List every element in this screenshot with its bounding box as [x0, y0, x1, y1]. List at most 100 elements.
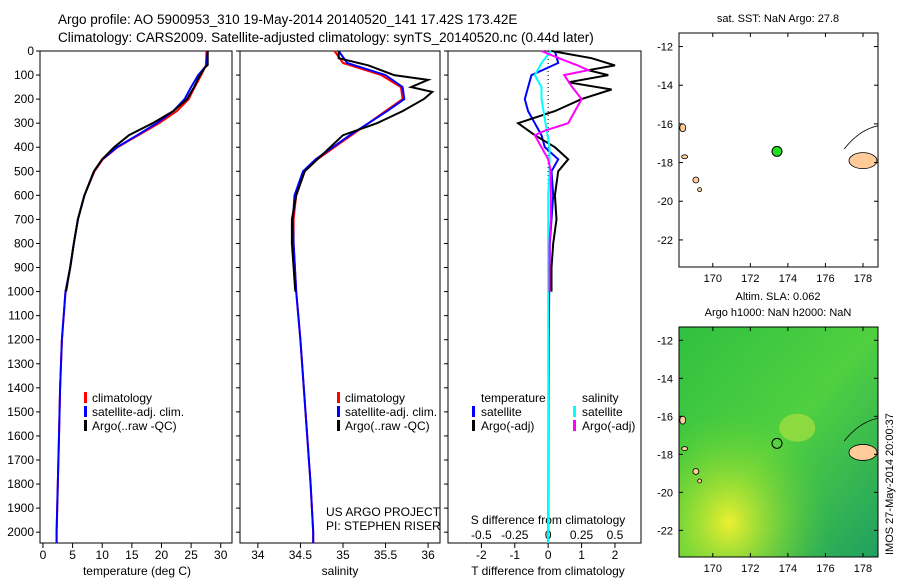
- lat-tick-label: -18: [657, 449, 673, 461]
- land-island: [848, 152, 878, 170]
- lat-tick-label: -20: [657, 487, 673, 499]
- x-tick-label: 36: [421, 548, 435, 562]
- lat-tick-label: -12: [657, 42, 673, 54]
- series-climatology: [55, 50, 208, 543]
- x-tick-label: 34.5: [289, 548, 313, 562]
- salinity-panel: 34 34.5 35 35.5 36: [236, 50, 441, 562]
- temperature-panel: 0 5 10 15 20 25 300100200300400500600700800900…: [7, 44, 233, 562]
- lon-tick-label: 178: [854, 563, 872, 575]
- y-tick-label: 1700: [7, 453, 34, 467]
- land-island: [679, 123, 687, 133]
- lon-tick-label: 178: [854, 273, 872, 285]
- lat-tick-label: -20: [657, 196, 673, 208]
- project-annotation: US ARGO PROJECT: [326, 505, 441, 519]
- x-tick-label: 30: [214, 548, 228, 562]
- legend-swatch-blue: [472, 406, 475, 417]
- land-island: [692, 176, 700, 184]
- legend-t-argo: Argo(-adj): [481, 419, 534, 433]
- figure-title-line2: Climatology: CARS2009. Satellite-adjuste…: [58, 30, 594, 45]
- lon-tick-label: 170: [704, 563, 722, 575]
- imos-timestamp: IMOS 27-May-2014 20:00:37: [884, 413, 896, 555]
- y-tick-label: 500: [14, 164, 34, 178]
- y-tick-label: 900: [14, 261, 34, 275]
- s-tick-label: -0.25: [501, 528, 529, 542]
- sla-map-title-line1: Altim. SLA: 0.062: [736, 291, 821, 303]
- legend-temperature-heading: temperature: [481, 391, 546, 405]
- x-tick-label: 10: [96, 548, 110, 562]
- lat-tick-label: -22: [657, 235, 673, 247]
- lon-tick-label: 172: [741, 273, 759, 285]
- series-s-satellite: [533, 50, 552, 543]
- series-satellite-adj-clim-: [55, 50, 209, 543]
- s-tick-label: 0.5: [607, 528, 624, 542]
- salinity-legend: climatology satellite-adj. clim. Argo(..…: [326, 391, 441, 533]
- series-t-argo-adj-: [515, 50, 616, 292]
- sst_map: 170 172 174 176 178 -12 -14 -16 -18 -20 -22: [657, 32, 879, 285]
- legend-salinity-heading: salinity: [582, 391, 619, 405]
- lon-tick-label: 174: [779, 273, 797, 285]
- y-tick-label: 0: [27, 44, 34, 58]
- coastline: [843, 125, 879, 150]
- temperature-frame: [39, 50, 233, 544]
- legend-swatch-red: [84, 392, 87, 403]
- x-tick-label: 34: [251, 548, 265, 562]
- lon-tick-label: 174: [779, 563, 797, 575]
- pi-annotation: PI: STEPHEN RISER: [326, 519, 441, 533]
- x-tick-label: 2: [612, 548, 619, 562]
- salinity-xlabel: salinity: [322, 564, 359, 578]
- land-island: [681, 446, 689, 452]
- coastline: [843, 417, 879, 442]
- difference-legend: temperature salinity satellite Argo(-adj…: [472, 391, 635, 433]
- legend-swatch-black: [337, 420, 340, 431]
- x-tick-label: 5: [69, 548, 76, 562]
- land-island: [692, 468, 700, 475]
- legend-satellite: satellite-adj. clim.: [345, 405, 437, 419]
- y-tick-label: 200: [14, 92, 34, 106]
- lat-tick-label: -16: [657, 119, 673, 131]
- legend-s-argo: Argo(-adj): [582, 419, 635, 433]
- s-tick-label: -0.5: [471, 528, 492, 542]
- sla-map-title-line2: Argo h1000: NaN h2000: NaN: [705, 307, 852, 319]
- y-tick-label: 1400: [7, 381, 34, 395]
- temperature-legend: climatology satellite-adj. clim. Argo(..…: [84, 391, 184, 433]
- legend-swatch-red: [337, 392, 340, 403]
- lat-tick-label: -16: [657, 411, 673, 423]
- legend-swatch-blue: [337, 406, 340, 417]
- figure-title-line1: Argo profile: AO 5900953_310 19-May-2014…: [58, 12, 517, 27]
- legend-satellite: satellite-adj. clim.: [92, 405, 184, 419]
- lon-tick-label: 176: [816, 563, 834, 575]
- legend-swatch-cyan: [573, 406, 576, 417]
- x-tick-label: 0: [40, 548, 47, 562]
- lon-tick-label: 176: [816, 273, 834, 285]
- legend-climatology: climatology: [92, 391, 152, 405]
- argo-position-marker: [771, 437, 783, 449]
- legend-argo: Argo(..raw -QC): [92, 419, 177, 433]
- legend-swatch-black: [472, 420, 475, 431]
- x-tick-label: 1: [578, 548, 585, 562]
- map-frame: [678, 32, 879, 268]
- lat-tick-label: -14: [657, 80, 673, 92]
- x-tick-label: -2: [476, 548, 487, 562]
- legend-swatch-magenta: [573, 420, 576, 431]
- difference-frame: [447, 50, 642, 544]
- series-argo-raw-qc-: [65, 51, 209, 292]
- y-tick-label: 400: [14, 140, 34, 154]
- y-tick-label: 2000: [7, 525, 34, 539]
- x-tick-label: 0: [545, 548, 552, 562]
- legend-swatch-black: [84, 420, 87, 431]
- series-t-satellite: [523, 50, 560, 544]
- sla-high-patch: [779, 413, 816, 442]
- x-tick-label: 20: [155, 548, 169, 562]
- lon-tick-label: 172: [741, 563, 759, 575]
- sla-high-region: [679, 327, 878, 557]
- legend-swatch-blue: [84, 406, 87, 417]
- y-tick-label: 800: [14, 236, 34, 250]
- y-tick-label: 1200: [7, 333, 34, 347]
- argo-position-marker: [771, 145, 783, 157]
- y-tick-label: 300: [14, 116, 34, 130]
- x-tick-label: 25: [184, 548, 198, 562]
- y-tick-label: 1300: [7, 357, 34, 371]
- y-tick-label: 1500: [7, 405, 34, 419]
